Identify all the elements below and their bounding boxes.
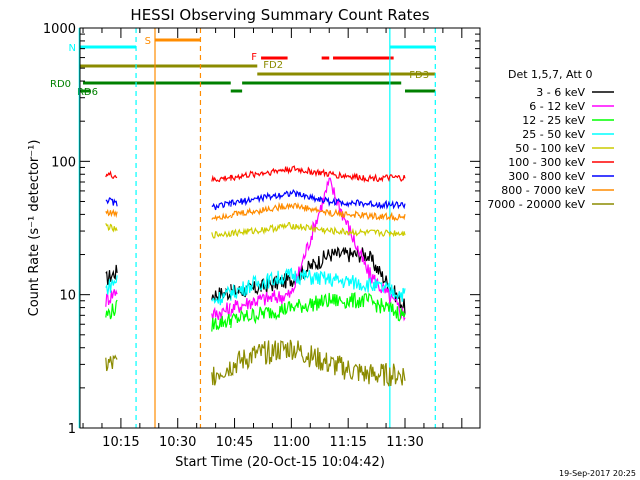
series-segment — [211, 287, 232, 302]
series-segment — [105, 208, 118, 218]
flag-label: RD6 — [77, 87, 98, 98]
series-segment — [211, 174, 232, 183]
series-segment — [105, 289, 118, 307]
legend-header: Det 1,5,7, Att 0 — [508, 68, 592, 81]
axes — [79, 27, 481, 429]
series-segment — [211, 285, 232, 306]
legend-label: 7000 - 20000 keV — [487, 198, 585, 211]
series-segment — [105, 170, 118, 179]
y-tick-label: 1 — [68, 422, 76, 437]
x-axis-ticks: 10:15 10:30 10:45 11:00 11:15 11:30 — [82, 28, 463, 450]
x-tick-label: 10:30 — [159, 435, 196, 450]
series-line — [105, 246, 406, 315]
legend-label: 3 - 6 keV — [536, 86, 585, 99]
series-segment — [211, 361, 232, 386]
legend-label: 12 - 25 keV — [522, 114, 585, 127]
series-segment — [105, 354, 118, 372]
legend-label: 300 - 800 keV — [508, 170, 585, 183]
series-line — [105, 267, 406, 306]
x-axis-label: Start Time (20-Oct-15 10:04:42) — [175, 455, 385, 470]
plot-frame — [79, 27, 481, 429]
series-segment — [230, 339, 406, 387]
legend-label: 6 - 12 keV — [529, 100, 585, 113]
x-tick-label: 11:30 — [386, 435, 423, 450]
legend-label: 50 - 100 keV — [515, 142, 585, 155]
flag-bars: S N F FD2 FD3 RD0 RD6 — [50, 36, 436, 98]
flag-label: FD2 — [263, 60, 283, 71]
x-tick-label: 11:00 — [273, 435, 310, 450]
series-segment — [230, 222, 406, 238]
series-segment — [105, 223, 118, 233]
series-line — [105, 188, 406, 211]
series-segment — [105, 275, 118, 295]
series-segment — [105, 299, 118, 320]
flag-label: N — [69, 43, 76, 54]
series-segment — [211, 212, 232, 222]
vertical-markers — [78, 28, 436, 428]
series-segment — [211, 230, 232, 239]
x-tick-label: 11:15 — [329, 435, 366, 450]
series-line — [105, 201, 406, 222]
y-tick-label: 100 — [51, 155, 76, 170]
y-axis-label: Count Rate (s⁻¹ detector⁻¹) — [27, 140, 42, 317]
flag-label: F — [251, 52, 257, 63]
series-segment — [105, 264, 118, 286]
x-tick-label: 10:15 — [102, 435, 139, 450]
series-segment — [230, 201, 406, 222]
series-line — [105, 292, 406, 332]
series-line — [105, 339, 406, 387]
y-tick-label: 10 — [59, 289, 76, 304]
chart-title: HESSI Observing Summary Count Rates — [130, 6, 429, 24]
series-segment — [230, 246, 406, 315]
series-segment — [230, 188, 406, 210]
series-segment — [105, 197, 118, 207]
series-layer — [105, 165, 406, 387]
series-segment — [230, 267, 406, 302]
plot-timestamp: 19-Sep-2017 20:25 — [559, 469, 636, 478]
series-segment — [211, 313, 232, 332]
series-segment — [211, 200, 232, 211]
legend-label: 800 - 7000 keV — [501, 184, 585, 197]
y-tick-label: 1000 — [43, 22, 76, 37]
flag-label: FD3 — [409, 70, 429, 81]
flag-label: RD0 — [50, 79, 71, 90]
x-tick-label: 10:45 — [216, 435, 253, 450]
series-line — [105, 222, 406, 239]
series-segment — [230, 165, 406, 183]
legend-label: 100 - 300 keV — [508, 156, 585, 169]
y-axis-ticks: 1 10 100 1000 — [43, 22, 480, 437]
series-segment — [230, 292, 406, 328]
legend-label: 25 - 50 keV — [522, 128, 585, 141]
flag-label: S — [145, 36, 151, 47]
series-line — [105, 165, 406, 183]
